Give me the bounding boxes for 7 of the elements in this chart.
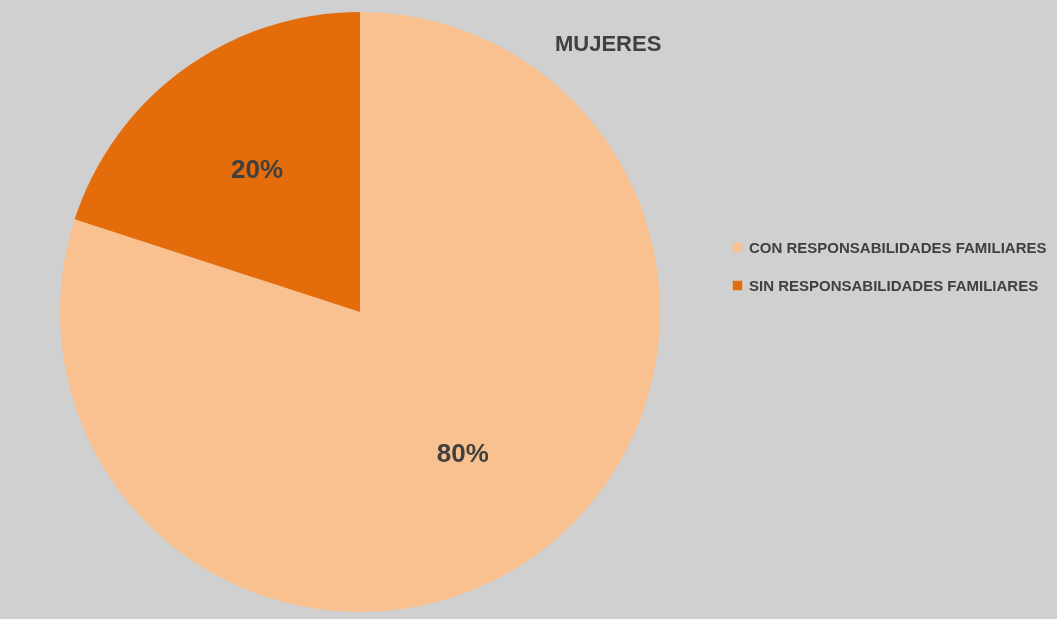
legend-label: SIN RESPONSABILIDADES FAMILIARES — [749, 276, 1039, 294]
data-label: 20% — [231, 154, 284, 185]
pie-slice — [60, 12, 660, 612]
data-label: 80% — [436, 437, 489, 468]
legend-label: CON RESPONSABILIDADES FAMILIARES — [749, 238, 1047, 256]
text: MUJERES — [555, 31, 662, 56]
pie-slice — [74, 12, 360, 312]
